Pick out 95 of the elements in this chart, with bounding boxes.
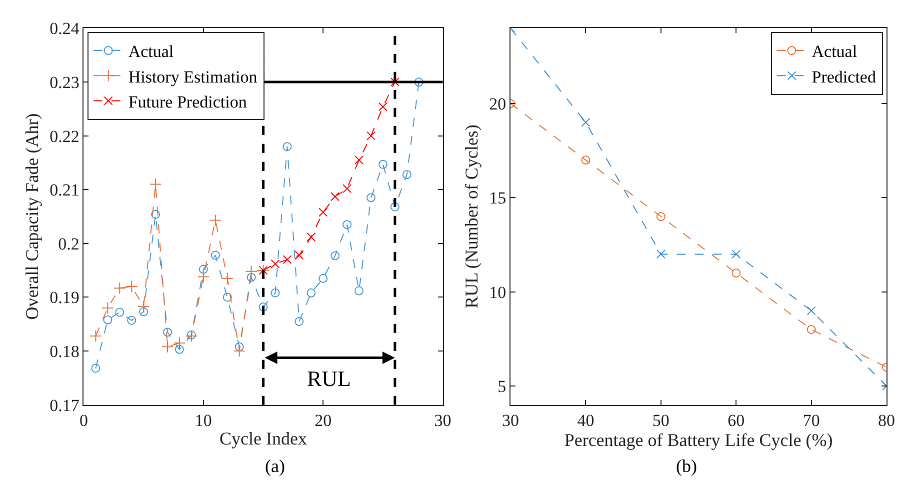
x-tick-label: 60 — [728, 411, 745, 430]
x-tick-label: 10 — [194, 411, 212, 430]
text: (b) — [676, 456, 697, 476]
y-tick-label: 20 — [489, 94, 506, 114]
y-tick-label: 15 — [489, 188, 506, 208]
point — [656, 250, 666, 259]
y-axis-title: Overall Capacity Fade (Ahr) — [22, 113, 42, 320]
point — [151, 210, 160, 219]
point — [270, 259, 280, 268]
y-tick-label: 0.18 — [50, 342, 80, 361]
y-tick-label: 10 — [489, 282, 506, 302]
point — [342, 220, 352, 230]
point — [330, 251, 340, 260]
point — [222, 292, 232, 302]
point — [103, 315, 112, 324]
point — [732, 268, 741, 278]
y-tick-label: 0.24 — [50, 19, 80, 38]
x-tick-label: 20 — [314, 411, 332, 430]
legend-label: Actual — [812, 42, 858, 62]
y-tick-label: 0.21 — [50, 180, 80, 200]
point — [114, 282, 126, 294]
y-tick-label: 0.22 — [50, 126, 80, 146]
x-axis-title: Percentage of Battery Life Cycle (%) — [564, 430, 833, 450]
point — [149, 178, 162, 190]
x-axis-title: Cycle Index — [220, 428, 308, 448]
x-tick-label: 40 — [577, 411, 594, 430]
y-tick-label: 0.17 — [50, 396, 80, 415]
x-tick-label: 80 — [878, 411, 896, 430]
point — [806, 306, 816, 316]
point — [378, 160, 388, 169]
point — [581, 118, 590, 127]
point — [732, 250, 741, 259]
point — [186, 330, 196, 340]
point — [137, 300, 150, 312]
point — [102, 302, 114, 314]
y-tick-label: 0.19 — [50, 288, 80, 308]
point — [402, 170, 412, 180]
point — [197, 270, 210, 283]
point — [258, 302, 268, 312]
y-tick-label: 0.23 — [50, 72, 80, 92]
point — [294, 250, 304, 260]
point — [282, 255, 292, 264]
point — [354, 156, 364, 165]
point — [656, 212, 666, 222]
x-tick-label: 70 — [802, 411, 820, 430]
legend-label: Actual — [128, 42, 174, 62]
point — [318, 274, 328, 283]
point — [221, 272, 234, 284]
point — [198, 264, 208, 274]
point — [330, 192, 340, 202]
legend-label: Future Prediction — [128, 92, 248, 112]
point — [354, 286, 364, 296]
x-tick-label: 30 — [434, 411, 452, 430]
y-tick-label: 5 — [498, 376, 506, 396]
x-tick-label: 50 — [652, 411, 670, 430]
y-axis-title: RUL (Number of Cycles) — [461, 124, 482, 308]
legend-label: Predicted — [812, 67, 876, 86]
point — [270, 288, 280, 298]
point — [91, 364, 100, 373]
point — [126, 280, 138, 293]
legend-label: History Estimation — [128, 67, 258, 86]
point — [233, 344, 246, 358]
point — [366, 193, 376, 202]
point — [246, 272, 256, 282]
point — [306, 232, 316, 242]
point — [366, 131, 376, 140]
point — [306, 288, 316, 298]
point — [90, 330, 102, 342]
annotation: RUL — [307, 366, 351, 391]
point — [294, 316, 304, 326]
point — [210, 250, 220, 260]
x-tick-label: 30 — [502, 411, 520, 430]
point — [414, 78, 424, 87]
point — [139, 307, 148, 316]
point — [390, 202, 400, 212]
point — [390, 78, 400, 87]
point — [127, 316, 136, 325]
point — [161, 340, 174, 353]
point — [209, 214, 222, 226]
point — [245, 265, 258, 278]
point — [185, 330, 198, 342]
point — [378, 102, 388, 112]
point — [115, 308, 124, 317]
point — [282, 142, 292, 152]
point — [174, 344, 184, 354]
point — [581, 156, 590, 165]
point — [318, 208, 328, 217]
point — [173, 336, 186, 350]
y-tick-label: 0.2 — [58, 234, 80, 254]
point — [234, 342, 244, 352]
point — [342, 184, 352, 194]
point — [163, 328, 172, 337]
x-tick-label: 0 — [79, 411, 88, 430]
text: (a) — [265, 456, 285, 476]
point — [806, 325, 816, 334]
